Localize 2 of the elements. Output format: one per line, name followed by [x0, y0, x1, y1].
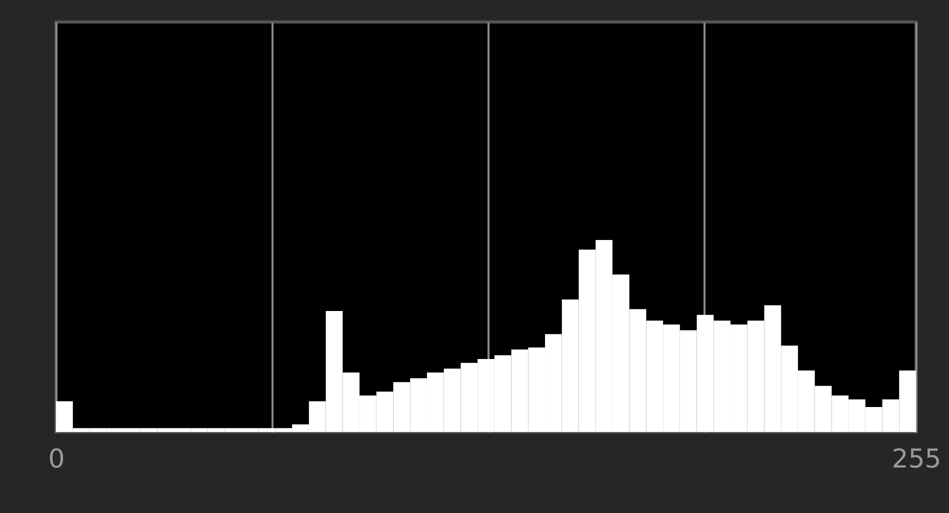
- x-tick-label: 255: [892, 444, 942, 474]
- x-tick-label: 0: [48, 444, 65, 474]
